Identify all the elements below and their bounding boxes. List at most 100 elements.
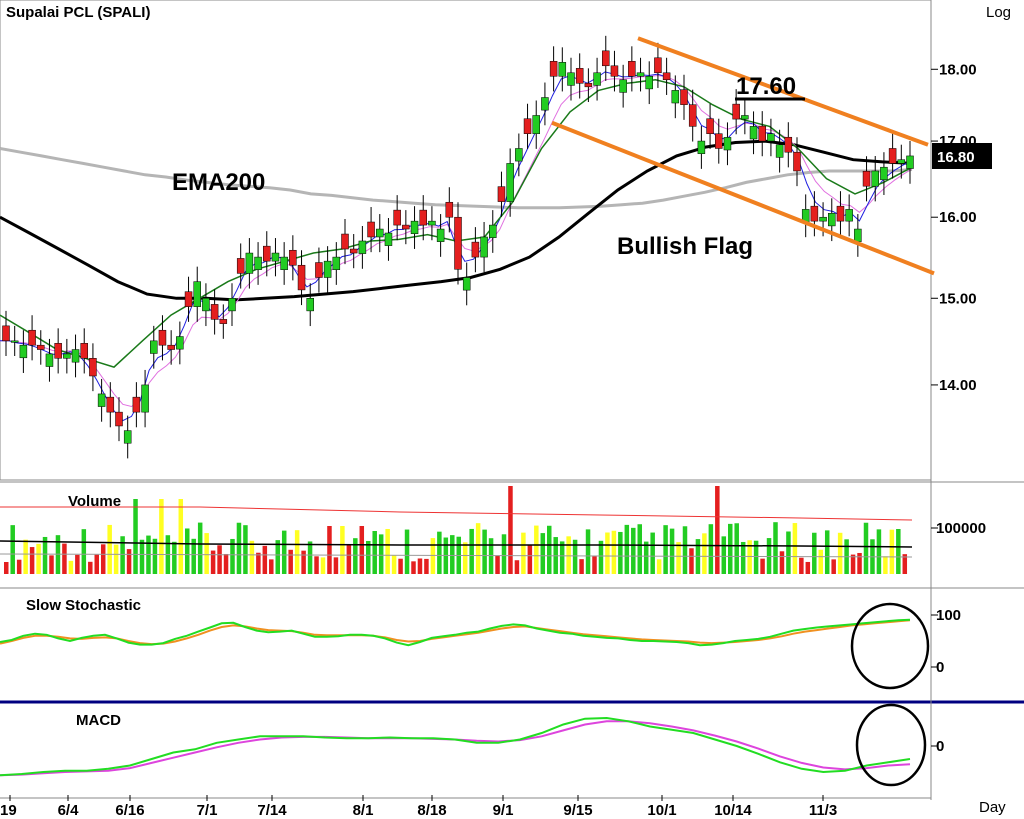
volume-bar xyxy=(708,524,714,574)
x-tick-label: 7/14 xyxy=(257,802,287,819)
volume-bar xyxy=(747,540,752,574)
candle-up xyxy=(150,340,158,354)
volume-bar xyxy=(159,499,164,574)
x-tick-label: 8/1 xyxy=(353,802,374,819)
candle-up xyxy=(193,281,201,307)
volume-bar xyxy=(256,552,261,574)
ema-black-line xyxy=(0,139,913,302)
candle-up xyxy=(515,148,523,162)
volume-bar xyxy=(191,538,196,574)
candle-down xyxy=(37,344,45,350)
volume-bar xyxy=(223,553,229,574)
volume-bar xyxy=(598,540,604,574)
volume-bar xyxy=(656,559,662,574)
volume-bar xyxy=(547,525,552,574)
price-tick-label: 18.00 xyxy=(939,61,977,78)
candle-up xyxy=(254,256,262,270)
chart-title: Supalai PCL (SPALI) xyxy=(6,4,150,21)
volume-bar xyxy=(837,532,843,574)
flag-lower-line xyxy=(551,120,935,276)
stoch-tick-label: 100 xyxy=(936,607,961,624)
macd-line xyxy=(0,716,911,777)
volume-bar xyxy=(889,529,895,574)
candle-up xyxy=(489,224,497,238)
volume-bar xyxy=(204,533,209,574)
candle-down xyxy=(236,258,245,274)
x-tick-label: 9/15 xyxy=(563,802,592,819)
volume-bar xyxy=(288,549,293,574)
volume-bar xyxy=(779,551,785,574)
candle-down xyxy=(445,201,454,218)
candle-up xyxy=(645,76,653,90)
candle-down xyxy=(402,224,410,230)
volume-bar xyxy=(4,562,9,574)
volume-panel-title: Volume xyxy=(68,493,121,510)
candle-down xyxy=(549,61,558,77)
x-tick-label: 6/4 xyxy=(58,802,80,819)
volume-bar xyxy=(236,522,242,574)
candle-up xyxy=(567,72,575,86)
candle-up xyxy=(558,62,567,77)
candle-up xyxy=(384,232,393,246)
ema200-annotation: EMA200 xyxy=(172,169,265,196)
volume-bar xyxy=(42,536,48,574)
candle-up xyxy=(245,252,254,274)
x-tick-label: 9/1 xyxy=(493,802,514,819)
volume-bar xyxy=(314,556,319,574)
candle-down xyxy=(367,221,375,238)
volume-bar xyxy=(527,544,533,574)
candle-up xyxy=(480,236,488,258)
candle-down xyxy=(184,291,193,307)
candle-up xyxy=(880,166,888,181)
stoch-layer xyxy=(0,618,911,647)
volume-bar xyxy=(340,526,345,574)
macd-panel-title: MACD xyxy=(76,712,121,729)
macd-layer xyxy=(0,716,911,777)
volume-bar xyxy=(902,554,908,574)
candle-down xyxy=(523,118,532,134)
last-price-badge xyxy=(932,143,992,169)
candle-down xyxy=(341,233,349,250)
volume-bar xyxy=(450,535,455,574)
candle-up xyxy=(63,353,71,359)
volume-bar xyxy=(81,529,87,574)
candle-up xyxy=(323,260,332,278)
x-tick-label: 6/16 xyxy=(115,802,144,819)
x-tick-label: 11/3 xyxy=(809,802,837,819)
volume-bar xyxy=(559,541,565,574)
stoch-highlight-circle xyxy=(850,602,930,690)
target-price-annotation: 17.60 xyxy=(736,73,796,100)
volume-bar xyxy=(275,540,280,574)
candle-down xyxy=(219,319,228,324)
volume-bar xyxy=(896,529,901,574)
volume-bar xyxy=(663,525,668,574)
volume-bar xyxy=(197,522,203,574)
candle-down xyxy=(602,50,610,67)
volume-bar xyxy=(23,539,28,574)
candle-up xyxy=(202,298,210,312)
volume-bar xyxy=(876,529,882,574)
volume-bar xyxy=(107,524,112,574)
candle-down xyxy=(471,241,480,258)
candle-up xyxy=(854,228,862,242)
volume-bar xyxy=(650,532,655,574)
volume-bar xyxy=(210,550,216,574)
x-unit-label: Day xyxy=(979,799,1006,816)
volume-bar xyxy=(753,540,759,574)
volume-bar xyxy=(378,534,384,574)
candle-up xyxy=(828,213,836,227)
candle-down xyxy=(688,104,697,127)
volume-bar xyxy=(592,556,597,574)
price-tick-label: 14.00 xyxy=(939,377,977,394)
volume-bar xyxy=(482,529,487,574)
volume-bar xyxy=(514,560,520,574)
volume-bar xyxy=(812,532,817,574)
candle-up xyxy=(897,159,906,164)
candle-down xyxy=(662,72,671,81)
candle-up xyxy=(332,256,341,270)
macd-signal-line xyxy=(0,720,911,777)
candle-up xyxy=(271,252,280,262)
volume-bar xyxy=(230,538,235,574)
volume-bar xyxy=(172,541,177,574)
volume-bar xyxy=(883,556,888,574)
